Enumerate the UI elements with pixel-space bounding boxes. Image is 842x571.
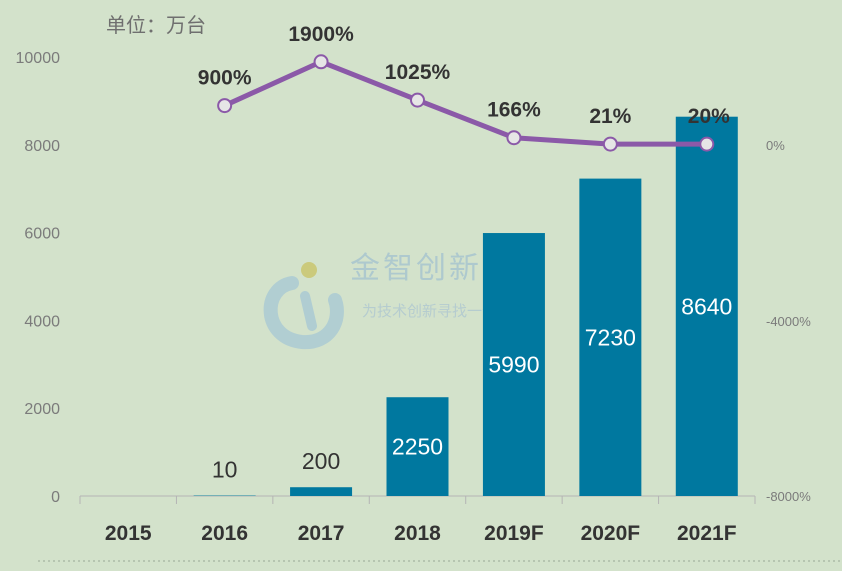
growth-line [222, 59, 710, 147]
y-left-tick-label: 10000 [16, 50, 61, 67]
y-left-tick-label: 2000 [24, 401, 60, 418]
growth-point [313, 54, 329, 70]
bar-data-label: 7230 [585, 324, 636, 350]
growth-data-label: 900% [198, 67, 252, 90]
watermark-title: 金智创新 [350, 251, 482, 286]
line-series: 900% 1900% 1025% 166% 21% 20% [198, 23, 730, 152]
watermark-subtitle: 为技术创新寻找一个 [362, 302, 497, 320]
bar [579, 178, 642, 496]
axes: 0 2000 4000 6000 8000 10000 -8000% -4000% 0% 2015… [16, 50, 842, 562]
y-right-tick-label: -4000% [766, 314, 811, 329]
growth-point [699, 136, 715, 152]
bar-series: 10 200 2250 5990 7230 8640 [193, 116, 738, 496]
x-tick-label: 2021F [677, 522, 737, 545]
growth-data-label: 20% [688, 105, 730, 128]
bar-data-label: 5990 [488, 352, 539, 378]
growth-point [602, 136, 618, 152]
watermark: 金智创新 为技术创新寻找一个 [263, 251, 497, 350]
x-tick-label: 2015 [105, 522, 152, 545]
bar-data-label: 10 [212, 457, 238, 483]
x-tick-label: 2019F [484, 522, 544, 545]
bar [386, 397, 449, 496]
unit-label: 单位：万台 [106, 13, 206, 37]
growth-point [410, 92, 425, 108]
growth-data-label: 166% [487, 99, 541, 122]
growth-point [217, 98, 233, 114]
bar [290, 487, 353, 496]
y-left-tick-label: 8000 [24, 138, 60, 155]
bar-data-label: 8640 [681, 293, 732, 319]
growth-data-label: 21% [589, 105, 631, 128]
x-tick-label: 2018 [394, 522, 441, 545]
bar-data-label: 200 [302, 448, 340, 474]
y-right-tick-label: -8000% [766, 489, 811, 504]
growth-data-label: 1025% [385, 61, 451, 84]
y-left-tick-label: 0 [51, 489, 60, 506]
bar-data-label: 2250 [392, 434, 443, 460]
growth-point [506, 130, 522, 146]
y-right-tick-label: 0% [766, 138, 785, 153]
x-tick-label: 2017 [298, 522, 345, 545]
y-left-tick-label: 4000 [24, 313, 60, 330]
watermark-logo-icon [263, 262, 344, 350]
x-tick-label: 2020F [581, 522, 641, 545]
y-left-tick-label: 6000 [24, 226, 60, 243]
bar [675, 116, 738, 496]
bar [482, 233, 545, 496]
growth-data-label: 1900% [288, 23, 354, 46]
x-tick-label: 2016 [201, 522, 248, 545]
